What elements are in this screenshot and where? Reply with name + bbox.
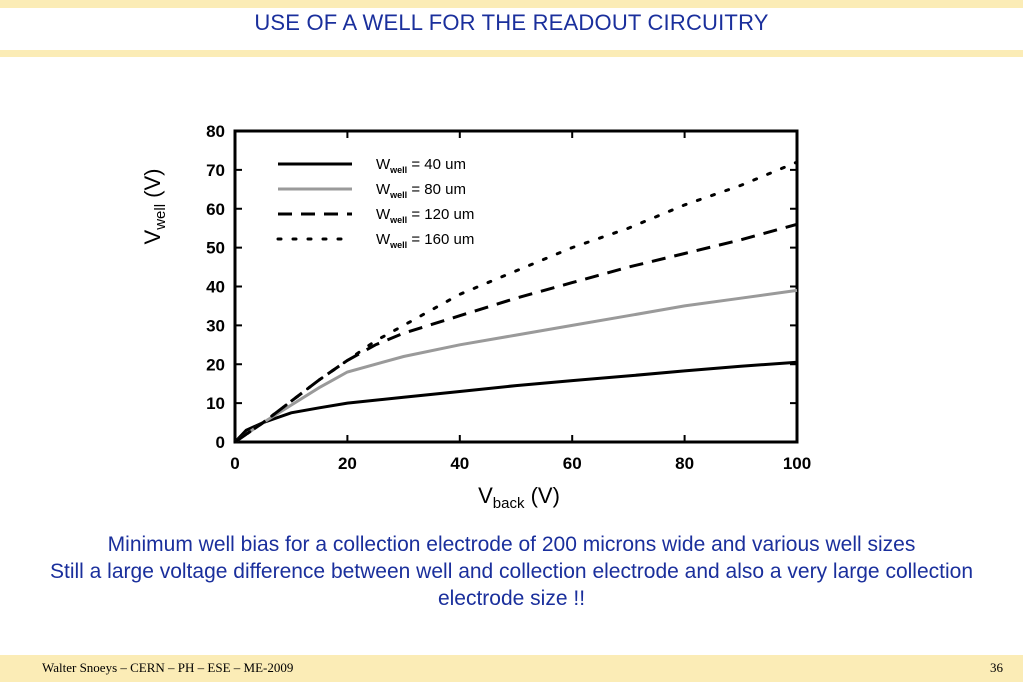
slide-title: USE OF A WELL FOR THE READOUT CIRCUITRY (254, 10, 769, 35)
y-tick-label: 0 (216, 433, 225, 452)
footer-author: Walter Snoeys – CERN – PH – ESE – ME-200… (42, 660, 294, 675)
y-tick-label: 70 (206, 161, 225, 180)
y-tick-label: 10 (206, 394, 225, 413)
legend-label-2: Wwell = 80 um (376, 181, 466, 200)
x-tick-label: 20 (338, 454, 357, 473)
legend-label-4: Wwell = 160 um (376, 231, 474, 250)
series-line-2 (234, 288, 798, 444)
x-tick-label: 80 (675, 454, 694, 473)
y-tick-label: 60 (206, 200, 225, 219)
legend-label-3: Wwell = 120 um (376, 206, 474, 225)
y-axis-label: Vwell (V) (140, 169, 169, 245)
y-tick-label: 50 (206, 239, 225, 258)
x-axis-label: Vback (V) (478, 483, 560, 512)
slide-caption: Minimum well bias for a collection elect… (20, 531, 1003, 612)
title-underline-band (0, 50, 1023, 57)
x-tick-label: 100 (783, 454, 811, 473)
x-tick-label: 0 (230, 454, 239, 473)
plot-frame (233, 129, 799, 444)
y-tick-label: 20 (206, 355, 225, 374)
y-tick-label: 80 (206, 122, 225, 141)
y-tick-label: 40 (206, 278, 225, 297)
x-tick-label: 60 (563, 454, 582, 473)
top-band (0, 0, 1023, 8)
series-line-1 (233, 360, 798, 444)
page-number: 36 (990, 660, 1003, 675)
well-bias-chart: 0 20 40 60 80 100 0 10 20 30 40 50 60 70 80 Vback (V) Vw… (140, 122, 811, 512)
caption-line-1: Minimum well bias for a collection elect… (107, 533, 916, 556)
series-line-4 (233, 160, 799, 444)
y-tick-label: 30 (206, 316, 225, 335)
footer-bar: Walter Snoeys – CERN – PH – ESE – ME-200… (0, 655, 1023, 682)
x-tick-label: 40 (450, 454, 469, 473)
legend-label-1: Wwell = 40 um (376, 156, 466, 175)
caption-line-2: Still a large voltage difference between… (50, 560, 973, 610)
series-line-3 (234, 222, 798, 444)
